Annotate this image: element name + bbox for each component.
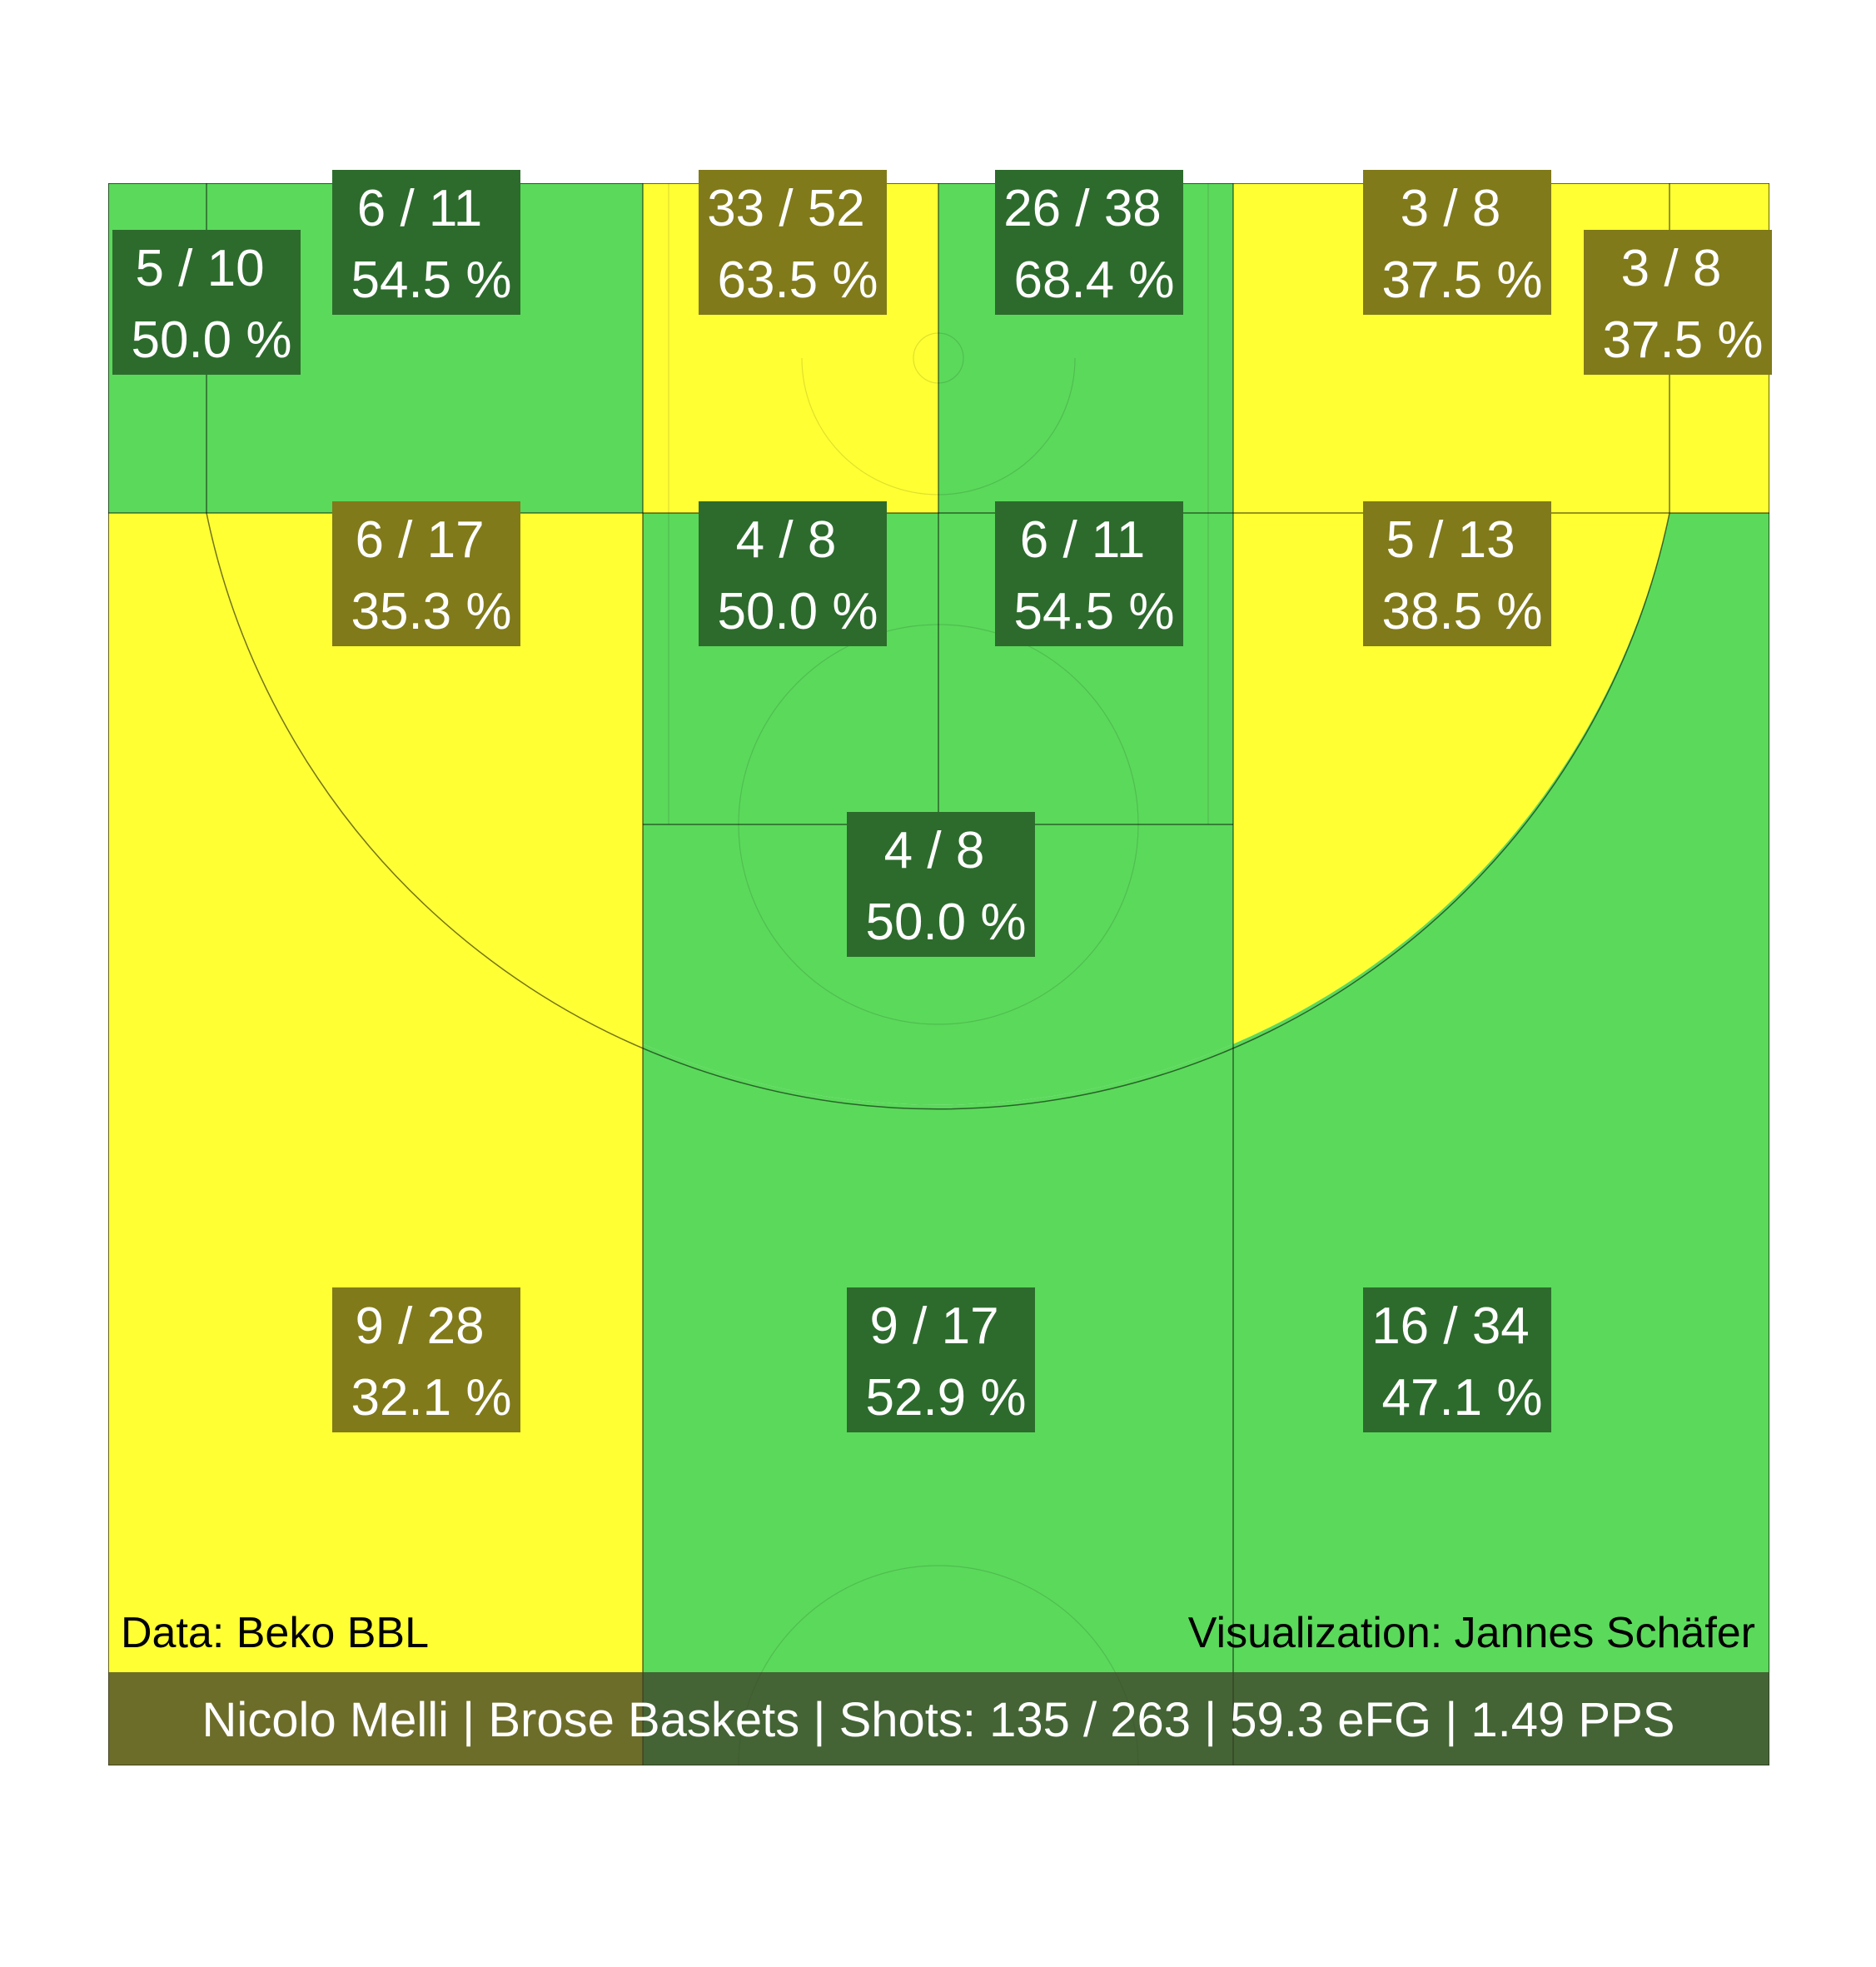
restricted-arc [801,357,1076,495]
summary-banner [108,1672,1769,1765]
three-point-arc [206,512,1670,1110]
zone-percentage: 37.5 % [1381,251,1542,309]
summary-text: Nicolo Melli | Brose Baskets | Shots: 13… [202,1693,1675,1747]
zone-made-attempts: 4 / 8 [884,822,985,879]
zone-label-box [332,1287,520,1432]
zone-percentage: 38.5 % [1381,583,1542,640]
zone-percentage: 54.5 % [1013,583,1174,640]
zone-label-restricted-left: 33 / 52 63.5 % [699,170,887,315]
zone-left-wing-three [108,513,643,1765]
zone-label-box [332,501,520,646]
zone-label-box [332,170,520,315]
zone-label-box [699,501,887,646]
zone-label-box [1363,1287,1551,1432]
zone-right-wing-three [1233,513,1769,1765]
zone-percentage: 50.0 % [865,894,1026,951]
zone-label-left-baseline-mid: 6 / 11 54.5 % [332,170,520,315]
zone-made-attempts: 3 / 8 [1401,180,1501,237]
zone-label-restricted-right: 26 / 38 68.4 % [995,170,1183,315]
zone-made-attempts: 6 / 11 [1020,511,1146,569]
zone-label-box [995,170,1183,315]
zone-made-attempts: 9 / 28 [355,1297,484,1355]
zone-label-right-wing-mid: 5 / 13 38.5 % [1363,501,1551,646]
zone-right-wing-mid [1233,513,1669,1044]
zone-label-box [1363,170,1551,315]
zone-percentage: 68.4 % [1013,251,1174,309]
zone-made-attempts: 16 / 34 [1371,1297,1530,1355]
zone-top-key-mid [643,824,1233,1105]
zone-label-right-wing-three: 16 / 34 47.1 % [1363,1287,1551,1432]
zone-made-attempts: 33 / 52 [707,180,865,237]
zone-label-box [1363,501,1551,646]
zone-label-left-wing-mid: 6 / 17 35.3 % [332,501,520,646]
zone-label-box [847,1287,1035,1432]
zone-made-attempts: 5 / 13 [1386,511,1515,569]
zone-label-paint-right: 6 / 11 54.5 % [995,501,1183,646]
zone-percentage: 63.5 % [717,251,878,309]
zone-percentage: 52.9 % [865,1369,1026,1427]
visualization-credit: Visualization: Jannes Schäfer [1188,1609,1755,1657]
zone-percentage: 35.3 % [351,583,511,640]
zone-percentage: 50.0 % [717,583,878,640]
zone-label-box [1584,230,1772,375]
zone-made-attempts: 9 / 17 [869,1297,998,1355]
court-markings [668,183,1209,1765]
zone-made-attempts: 26 / 38 [1003,180,1162,237]
zone-left-baseline-mid [207,183,643,513]
zone-made-attempts: 5 / 10 [135,240,264,297]
data-source-credit: Data: Beko BBL [121,1609,429,1657]
zone-label-top-three: 9 / 17 52.9 % [847,1287,1035,1432]
zone-label-box [112,230,301,375]
zone-left-wing-mid [207,513,643,1044]
zone-right-baseline-mid [1233,183,1669,513]
zone-label-box [699,170,887,315]
zone-percentage: 32.1 % [351,1369,511,1427]
zone-label-left-wing-three: 9 / 28 32.1 % [332,1287,520,1432]
hoop [913,332,964,384]
zone-label-left-corner-three: 5 / 10 50.0 % [112,230,301,375]
zone-made-attempts: 4 / 8 [736,511,837,569]
zone-label-box [995,501,1183,646]
zone-made-attempts: 6 / 17 [355,511,484,569]
zone-percentage: 47.1 % [1381,1369,1542,1427]
zone-labels: 5 / 10 50.0 % 6 / 11 54.5 % 33 / 52 63.5 % 26 … [112,170,1772,1432]
zone-made-attempts: 3 / 8 [1621,240,1722,297]
zone-label-right-baseline-mid: 3 / 8 37.5 % [1363,170,1551,315]
zone-label-right-corner-three: 3 / 8 37.5 % [1584,230,1772,375]
zone-label-paint-left: 4 / 8 50.0 % [699,501,887,646]
zone-label-top-key-mid: 4 / 8 50.0 % [847,812,1035,957]
zone-made-attempts: 6 / 11 [357,180,483,237]
free-throw-circle [738,624,1139,1025]
center-circle [738,1565,1139,1765]
zone-percentage: 54.5 % [351,251,511,309]
zone-percentage: 50.0 % [131,311,291,369]
zone-percentage: 37.5 % [1602,311,1763,369]
zone-label-box [847,812,1035,957]
